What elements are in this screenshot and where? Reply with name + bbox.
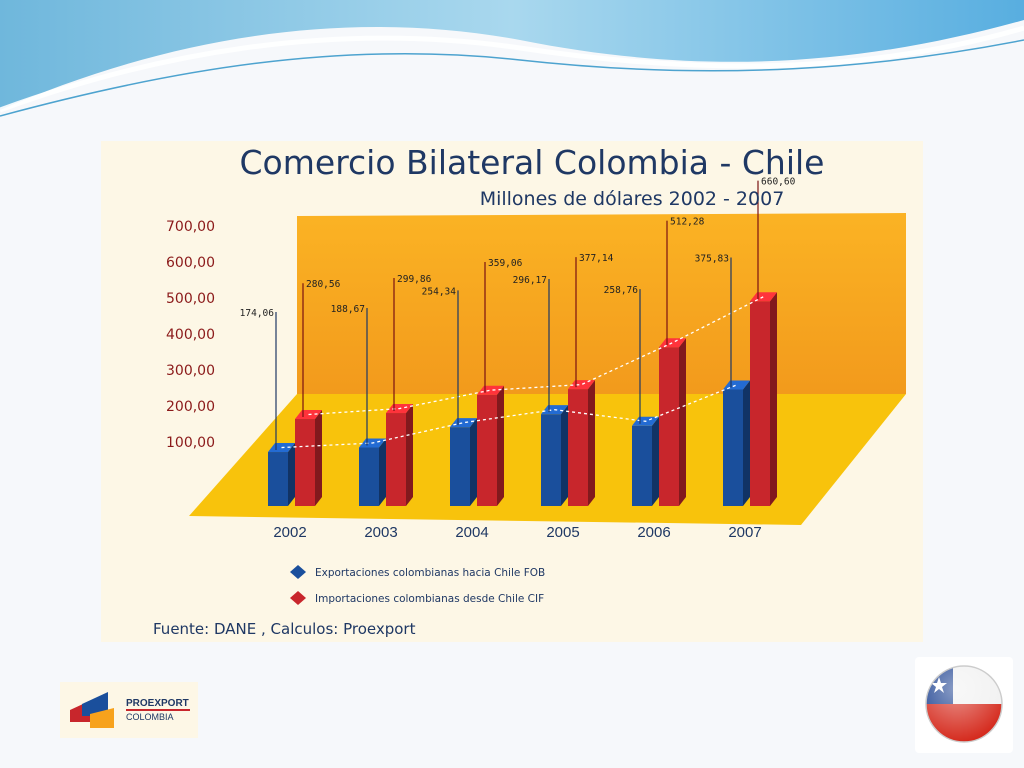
bar-side: [561, 405, 568, 506]
bar-imports-2007: [750, 301, 770, 506]
value-label: 359,06: [488, 258, 523, 269]
y-tick-label: 100,00: [166, 435, 215, 451]
x-tick-label: 2005: [546, 524, 579, 541]
y-tick-label: 500,00: [166, 291, 215, 307]
y-tick-label: 600,00: [166, 255, 215, 271]
trend-line-0: [281, 384, 737, 449]
legend-label: Exportaciones colombianas hacia Chile FO…: [315, 567, 545, 579]
bar-top: [659, 338, 686, 348]
source-note: Fuente: DANE , Calculos: Proexport: [153, 620, 416, 638]
bar-imports-2003: [386, 413, 406, 506]
bar-top: [568, 380, 595, 390]
bar-imports-2005: [568, 389, 588, 506]
bar-exports-2006: [632, 425, 652, 506]
value-label: 377,14: [579, 253, 614, 264]
x-tick-label: 2003: [364, 524, 397, 541]
proexport-logo: PROEXPORT COLOMBIA: [60, 682, 198, 738]
value-label: 280,56: [306, 279, 341, 290]
value-label: 188,67: [331, 304, 365, 315]
bar-side: [497, 385, 504, 506]
legend-marker: [290, 565, 306, 579]
value-label: 375,83: [695, 254, 729, 265]
logo-text-colombia: COLOMBIA: [126, 712, 174, 722]
bar-exports-2003: [359, 447, 379, 506]
bar-exports-2002: [268, 452, 288, 506]
bar-exports-2005: [541, 414, 561, 506]
header-swoosh: [0, 0, 1024, 117]
chart-title: Comercio Bilateral Colombia - Chile: [239, 143, 825, 182]
x-tick-label: 2007: [728, 524, 761, 541]
x-axis-ticks: 2002 2003 2004 2005 2006 2007: [273, 524, 761, 541]
bar-imports-2004: [477, 394, 497, 506]
bar-side: [406, 404, 413, 506]
value-label: 254,34: [422, 286, 457, 297]
trend-lines: [281, 296, 764, 449]
chart-panel: 174,06 280,56 188,67 299,86 254,34 359,06 296,…: [101, 141, 923, 642]
bar-side: [770, 292, 777, 506]
value-label: 660,60: [761, 177, 796, 188]
bar-top: [450, 418, 477, 428]
value-label: 512,28: [670, 217, 705, 228]
bar-side: [588, 380, 595, 506]
bar-imports-2006: [659, 347, 679, 506]
value-label: 258,76: [604, 285, 639, 296]
bar-side: [743, 380, 750, 506]
y-tick-label: 300,00: [166, 363, 215, 379]
y-axis-ticks: 700,00 600,00 500,00 400,00 300,00 200,00 100,…: [166, 219, 215, 451]
bar-side: [288, 443, 295, 506]
trend-line-1: [308, 296, 764, 416]
bar-exports-2007: [723, 389, 743, 506]
bar-side: [679, 338, 686, 506]
bar-side: [652, 416, 659, 506]
bar-exports-2004: [450, 427, 470, 506]
x-tick-label: 2002: [273, 524, 306, 541]
logo-text-proexport: PROEXPORT: [126, 698, 189, 709]
chile-flag-icon: [925, 665, 1003, 743]
legend-marker: [290, 591, 306, 605]
chart-subtitle: Millones de dólares 2002 - 2007: [479, 188, 785, 210]
bar-top: [477, 385, 504, 395]
x-tick-label: 2006: [637, 524, 670, 541]
chart-back-wall: [297, 213, 906, 394]
y-tick-label: 400,00: [166, 327, 215, 343]
value-label: 174,06: [240, 308, 275, 319]
bar-side: [470, 418, 477, 506]
bar-imports-2002: [295, 419, 315, 506]
x-tick-label: 2004: [455, 524, 488, 541]
bar-top: [750, 292, 777, 302]
flag-badge: [915, 657, 1013, 753]
value-label: 299,86: [397, 274, 432, 285]
y-tick-label: 200,00: [166, 399, 215, 415]
bar-side: [379, 438, 386, 506]
legend: Exportaciones colombianas hacia Chile FO…: [290, 565, 545, 605]
bar-side: [315, 410, 322, 506]
legend-label: Importaciones colombianas desde Chile CI…: [315, 593, 544, 605]
proexport-logo-icon: PROEXPORT COLOMBIA: [70, 692, 190, 728]
y-tick-label: 700,00: [166, 219, 215, 235]
value-label: 296,17: [513, 275, 547, 286]
